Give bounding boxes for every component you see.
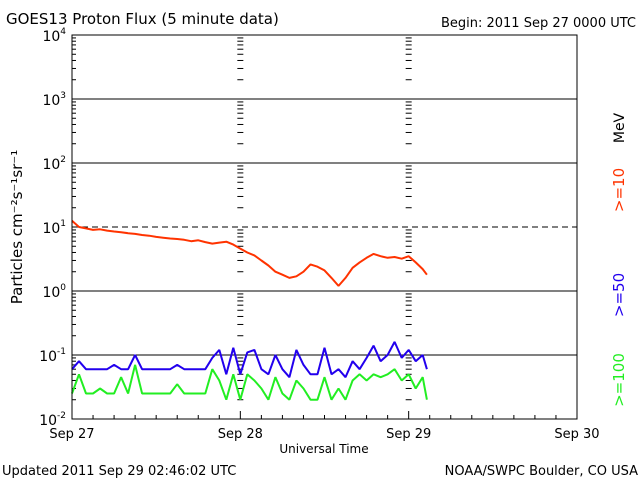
x-tick-label: Sep 29 [386,427,431,442]
x-tick-labels: Sep 27 Sep 28 Sep 29 Sep 30 [49,427,599,442]
plot-frame [71,34,578,420]
y-axis-label: Particles cm⁻²s⁻¹sr⁻¹ [8,150,26,304]
legend-label-ge50: >=50 [610,273,628,317]
x-tick-label: Sep 30 [554,427,599,442]
y-tick-label: 100 [42,283,66,301]
x-axis-label: Universal Time [279,442,368,456]
y-tick-label: 101 [42,219,66,237]
series-group [71,220,428,401]
y-tick-label: 10-2 [39,411,66,429]
energy-unit-label: MeV [612,112,628,143]
chart-title: GOES13 Proton Flux (5 minute data) [6,10,279,28]
legend-label-ge100: >=100 [610,353,628,407]
begin-label: Begin: 2011 Sep 27 0000 UTC [441,16,636,31]
grid [71,34,578,420]
y-tick-label: 104 [42,27,66,45]
source-credit: NOAA/SWPC Boulder, CO USA [445,464,638,479]
x-tick-label: Sep 27 [49,427,94,442]
y-tick-label: 102 [42,155,66,173]
legend: >=10 >=50 >=100 [610,168,628,407]
x-tick-label: Sep 28 [218,427,263,442]
series-line-ge10 [71,220,428,287]
legend-label-ge10: >=10 [610,168,628,212]
y-tick-label: 103 [42,91,66,109]
y-tick-label: 10-1 [39,347,66,365]
series-line-ge50 [71,341,428,378]
y-tick-labels: 104 103 102 101 100 10-1 10-2 [39,27,66,429]
updated-timestamp: Updated 2011 Sep 29 02:46:02 UTC [2,464,236,479]
series-line-ge100 [71,364,428,401]
